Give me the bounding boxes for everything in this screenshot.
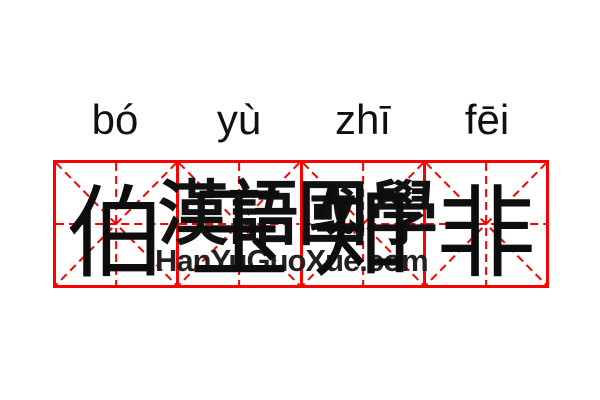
- pinyin-row: bó yù zhī fēi: [53, 96, 549, 144]
- idiom-character: 伯: [66, 174, 167, 292]
- pinyin-syllable: zhī: [334, 96, 392, 143]
- mizige-guide-lines-icon: [425, 163, 546, 285]
- idiom-character: 玉: [189, 174, 290, 292]
- pinyin-syllable: fēi: [464, 96, 510, 143]
- grid-cell: 玉: [176, 163, 300, 292]
- grid-cell: 非: [422, 163, 546, 292]
- mizige-guide-lines-icon: [302, 163, 423, 285]
- mizige-grid: 伯 玉 知: [53, 160, 549, 292]
- mizige-guide-lines-icon: [179, 163, 300, 285]
- watermark-hanzi-text: 漢語國學: [158, 172, 438, 255]
- idiom-character: 知: [312, 174, 413, 292]
- mizige-guide-lines-icon: [56, 163, 177, 285]
- grid-cell: 知: [299, 163, 423, 292]
- pinyin-syllable: yù: [216, 96, 262, 143]
- pinyin-syllable: bó: [91, 96, 139, 143]
- watermark-site-text: HanYuGuoXue.com: [155, 243, 429, 278]
- idiom-character: 非: [435, 174, 536, 292]
- grid-cell: 伯: [56, 163, 177, 292]
